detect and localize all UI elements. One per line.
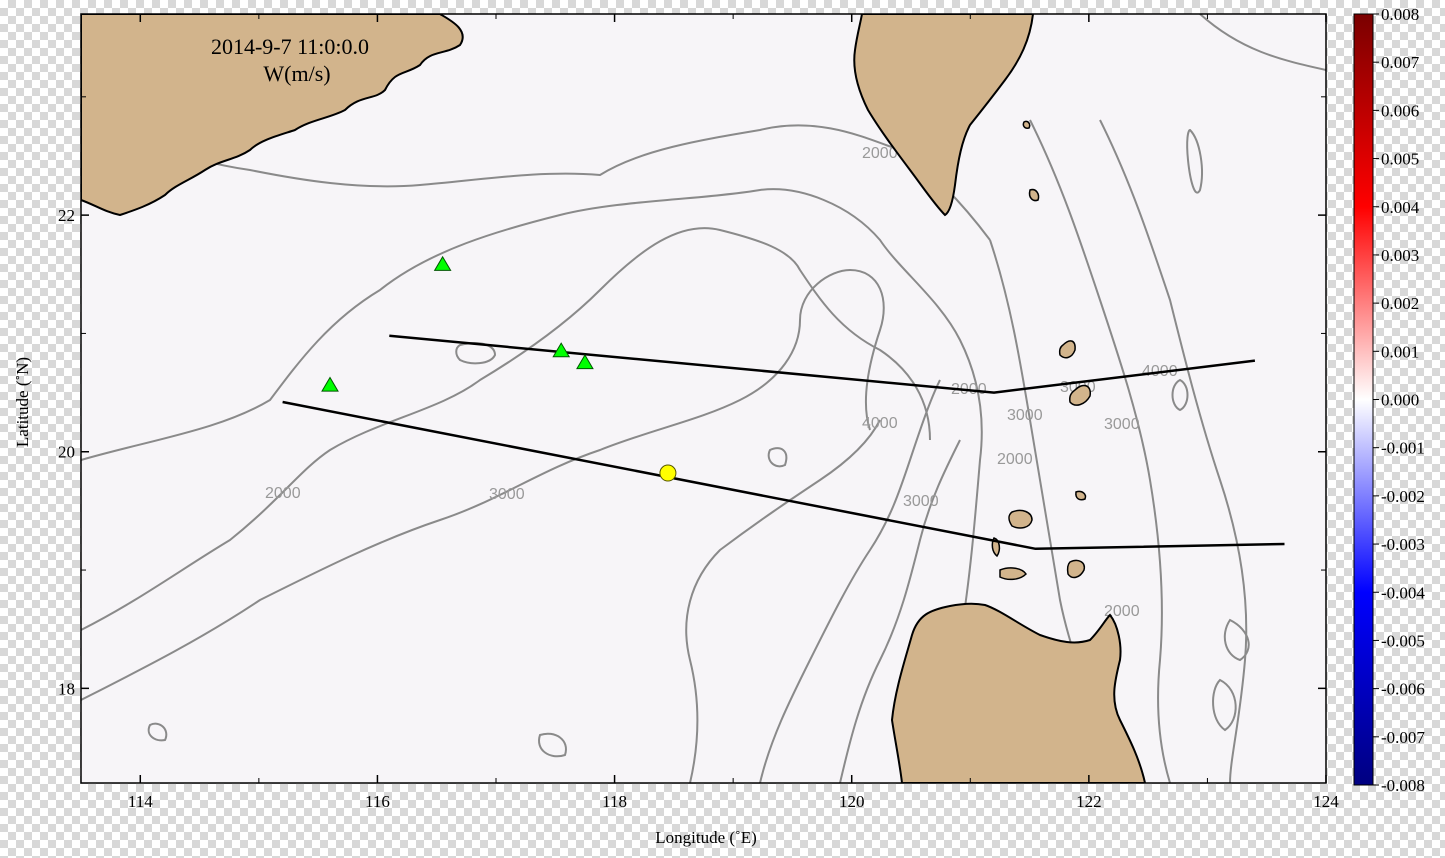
- colorbar-label: 0.000: [1381, 391, 1419, 410]
- section-lines: [282, 334, 1285, 551]
- contour-label: 2000: [1104, 603, 1140, 620]
- x-tick-label: 114: [128, 792, 153, 811]
- contour-label: 3000: [1104, 416, 1140, 433]
- x-tick-label: 124: [1313, 792, 1339, 811]
- colorbar-label: -0.007: [1381, 728, 1425, 747]
- bathymetry-contours: [81, 14, 1326, 783]
- y-axis-title: Latitude (˚N): [13, 357, 32, 447]
- colorbar-label: -0.008: [1381, 776, 1425, 795]
- y-tick-label: 20: [58, 443, 75, 462]
- x-tick-label: 116: [365, 792, 390, 811]
- island: [1066, 559, 1086, 579]
- colorbar-label: -0.003: [1381, 535, 1425, 554]
- colorbar: 0.008 0.007 0.006 0.005 0.004 0.003 0.002 0.001…: [1353, 5, 1425, 795]
- colorbar-label: 0.008: [1381, 5, 1419, 24]
- island: [1058, 340, 1076, 359]
- island: [999, 567, 1027, 581]
- colorbar-label: 0.003: [1381, 246, 1419, 265]
- x-axis-title: Longitude (˚E): [655, 828, 757, 847]
- contour-label: 3000: [1007, 407, 1043, 424]
- contour-label: 3000: [903, 493, 939, 510]
- map-title-date: 2014-9-7 11:0:0.0: [211, 34, 369, 59]
- section-line: [282, 400, 1285, 551]
- colorbar-label: 0.006: [1381, 101, 1419, 120]
- map-panel: 2000 2000 2000 2000 3000 3000 3000 3000 …: [13, 13, 1339, 847]
- station-circle: [659, 464, 677, 482]
- station-triangle: [552, 342, 571, 358]
- station-triangle: [321, 376, 339, 392]
- stations: [321, 255, 677, 482]
- contour-label: 2000: [862, 145, 898, 162]
- colorbar-label: -0.006: [1381, 680, 1425, 699]
- colorbar-label: 0.002: [1381, 294, 1419, 313]
- colorbar-label: -0.001: [1381, 439, 1425, 458]
- island: [1022, 120, 1031, 129]
- colorbar-label: -0.005: [1381, 631, 1425, 650]
- colorbar-label: 0.007: [1381, 53, 1420, 72]
- y-tick-label: 18: [58, 679, 75, 698]
- x-tick-label: 118: [602, 792, 627, 811]
- map-frame: [80, 13, 1327, 784]
- contour-label: 4000: [862, 415, 898, 432]
- contour-label: 3000: [489, 486, 525, 503]
- contour-label: 2000: [265, 485, 301, 502]
- island: [1069, 384, 1092, 406]
- x-tick-label: 120: [839, 792, 865, 811]
- land-masses: [81, 14, 1147, 783]
- colorbar-label: -0.002: [1381, 487, 1425, 506]
- island: [1028, 188, 1040, 202]
- contour-label: 2000: [997, 451, 1033, 468]
- colorbar-label: 0.004: [1381, 198, 1420, 217]
- taiwan: [853, 14, 1035, 217]
- colorbar-gradient: [1353, 13, 1374, 786]
- y-tick-label: 22: [58, 206, 75, 225]
- y-axis: 18 20 22: [58, 96, 1326, 698]
- station-triangle: [576, 354, 594, 370]
- luzon: [890, 602, 1147, 783]
- island: [1008, 509, 1033, 529]
- section-line: [389, 334, 1256, 394]
- map-title-variable: W(m/s): [263, 61, 330, 86]
- colorbar-label: 0.005: [1381, 150, 1419, 169]
- x-tick-label: 122: [1076, 792, 1102, 811]
- colorbar-labels: 0.008 0.007 0.006 0.005 0.004 0.003 0.002 0.001…: [1373, 5, 1425, 795]
- colorbar-label: -0.004: [1381, 583, 1425, 602]
- x-axis: 114 116 118 120 122 124: [128, 14, 1339, 811]
- colorbar-label: 0.001: [1381, 342, 1419, 361]
- station-triangle: [433, 255, 452, 271]
- island: [1075, 490, 1087, 501]
- mainland-china: [81, 14, 464, 217]
